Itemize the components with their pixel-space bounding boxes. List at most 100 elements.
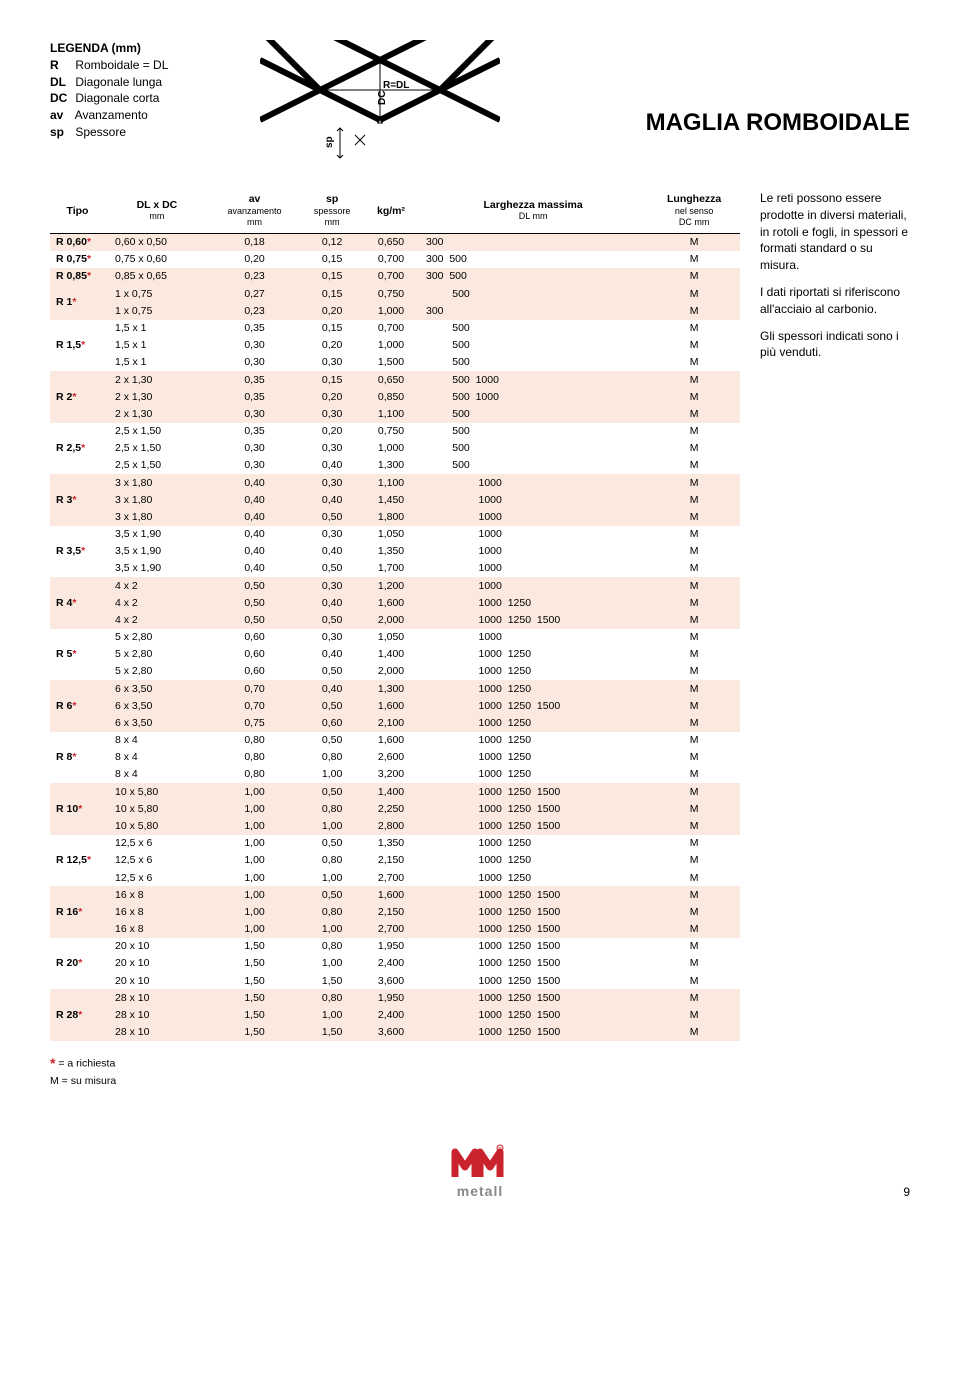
cell-dldc: 1 x 0,75: [105, 285, 209, 302]
cell-av: 0,35: [209, 423, 300, 440]
cell-tipo: R 20*: [50, 938, 105, 990]
cell-lung: M: [648, 714, 740, 731]
cell-sp: 1,50: [300, 1024, 364, 1041]
cell-lung: M: [648, 337, 740, 354]
cell-av: 0,50: [209, 594, 300, 611]
cell-av: 0,23: [209, 302, 300, 319]
cell-sp: 0,30: [300, 440, 364, 457]
cell-kg: 1,050: [364, 629, 418, 646]
cell-av: 1,00: [209, 886, 300, 903]
cell-dldc: 2,5 x 1,50: [105, 423, 209, 440]
table-row: 5 x 2,800,600,401,400 1000 1250M: [50, 646, 740, 663]
cell-larg: 1000 1250 1500: [418, 903, 648, 920]
table-row: 10 x 5,801,000,802,250 1000 1250 1500M: [50, 800, 740, 817]
cell-lung: M: [648, 233, 740, 251]
cell-av: 0,40: [209, 543, 300, 560]
cell-larg: 500: [418, 440, 648, 457]
table-row: R 10*10 x 5,801,000,501,400 1000 1250 15…: [50, 783, 740, 800]
cell-sp: 0,30: [300, 474, 364, 491]
cell-sp: 0,40: [300, 491, 364, 508]
data-table-wrap: Tipo DL x DCmm avavanzamentomm spspessor…: [50, 190, 740, 1089]
cell-kg: 2,000: [364, 663, 418, 680]
cell-dldc: 6 x 3,50: [105, 697, 209, 714]
legenda-box: LEGENDA (mm) R Romboidale = DLDL Diagona…: [50, 40, 230, 141]
cell-kg: 2,700: [364, 921, 418, 938]
cell-dldc: 6 x 3,50: [105, 680, 209, 697]
cell-sp: 1,00: [300, 869, 364, 886]
cell-larg: 300: [418, 233, 648, 251]
cell-sp: 0,15: [300, 251, 364, 268]
cell-sp: 0,15: [300, 371, 364, 388]
cell-lung: M: [648, 474, 740, 491]
cell-lung: M: [648, 663, 740, 680]
cell-sp: 0,50: [300, 508, 364, 525]
legenda-title: LEGENDA (mm): [50, 40, 230, 57]
cell-kg: 1,800: [364, 508, 418, 525]
cell-sp: 1,00: [300, 955, 364, 972]
cell-dldc: 28 x 10: [105, 1006, 209, 1023]
table-row: 16 x 81,001,002,700 1000 1250 1500M: [50, 921, 740, 938]
cell-larg: 300 500: [418, 251, 648, 268]
legenda-line: DC Diagonale corta: [50, 90, 230, 107]
table-row: 2,5 x 1,500,300,301,000 500M: [50, 440, 740, 457]
cell-lung: M: [648, 646, 740, 663]
th-lung: Lunghezzanel sensoDC mm: [648, 190, 740, 233]
cell-kg: 1,300: [364, 680, 418, 697]
cell-dldc: 0,60 x 0,50: [105, 233, 209, 251]
cell-lung: M: [648, 594, 740, 611]
table-row: R 28*28 x 101,500,801,950 1000 1250 1500…: [50, 989, 740, 1006]
cell-dldc: 10 x 5,80: [105, 783, 209, 800]
cell-dldc: 2 x 1,30: [105, 388, 209, 405]
table-row: 2 x 1,300,300,301,100 500M: [50, 405, 740, 422]
cell-av: 0,60: [209, 663, 300, 680]
table-row: R 0,60*0,60 x 0,500,180,120,650300M: [50, 233, 740, 251]
cell-av: 1,50: [209, 1024, 300, 1041]
cell-sp: 0,30: [300, 354, 364, 371]
cell-sp: 0,80: [300, 903, 364, 920]
cell-larg: 1000 1250: [418, 835, 648, 852]
cell-sp: 0,40: [300, 594, 364, 611]
cell-kg: 1,600: [364, 732, 418, 749]
side-p2: I dati riportati si riferiscono all'acci…: [760, 284, 910, 318]
cell-lung: M: [648, 560, 740, 577]
cell-sp: 0,80: [300, 938, 364, 955]
cell-sp: 1,00: [300, 817, 364, 834]
cell-kg: 1,700: [364, 560, 418, 577]
cell-lung: M: [648, 320, 740, 337]
cell-dldc: 28 x 10: [105, 989, 209, 1006]
side-p3: Gli spessori indicati sono i più venduti…: [760, 328, 910, 362]
cell-lung: M: [648, 938, 740, 955]
cell-larg: 1000 1250: [418, 852, 648, 869]
cell-av: 1,00: [209, 783, 300, 800]
cell-larg: 1000 1250: [418, 869, 648, 886]
cell-larg: 1000: [418, 560, 648, 577]
cell-sp: 0,50: [300, 697, 364, 714]
cell-larg: 1000: [418, 491, 648, 508]
cell-lung: M: [648, 852, 740, 869]
cell-lung: M: [648, 817, 740, 834]
cell-dldc: 2 x 1,30: [105, 405, 209, 422]
cell-lung: M: [648, 577, 740, 594]
cell-tipo: R 0,85*: [50, 268, 105, 285]
cell-larg: 500 1000: [418, 371, 648, 388]
cell-av: 0,30: [209, 457, 300, 474]
cell-lung: M: [648, 697, 740, 714]
cell-av: 0,50: [209, 611, 300, 628]
cell-kg: 3,200: [364, 766, 418, 783]
cell-tipo: R 6*: [50, 680, 105, 732]
cell-tipo: R 3*: [50, 474, 105, 526]
cell-sp: 0,20: [300, 302, 364, 319]
mesh-table: Tipo DL x DCmm avavanzamentomm spspessor…: [50, 190, 740, 1041]
cell-tipo: R 2,5*: [50, 423, 105, 475]
cell-av: 0,70: [209, 680, 300, 697]
cell-larg: 1000 1250 1500: [418, 886, 648, 903]
footnotes: * = a richiesta M = su misura: [50, 1053, 740, 1090]
cell-sp: 1,00: [300, 1006, 364, 1023]
cell-tipo: R 12,5*: [50, 835, 105, 887]
cell-sp: 0,15: [300, 320, 364, 337]
cell-lung: M: [648, 611, 740, 628]
cell-av: 0,40: [209, 560, 300, 577]
cell-kg: 0,750: [364, 423, 418, 440]
cell-larg: 1000 1250 1500: [418, 989, 648, 1006]
cell-kg: 1,450: [364, 491, 418, 508]
